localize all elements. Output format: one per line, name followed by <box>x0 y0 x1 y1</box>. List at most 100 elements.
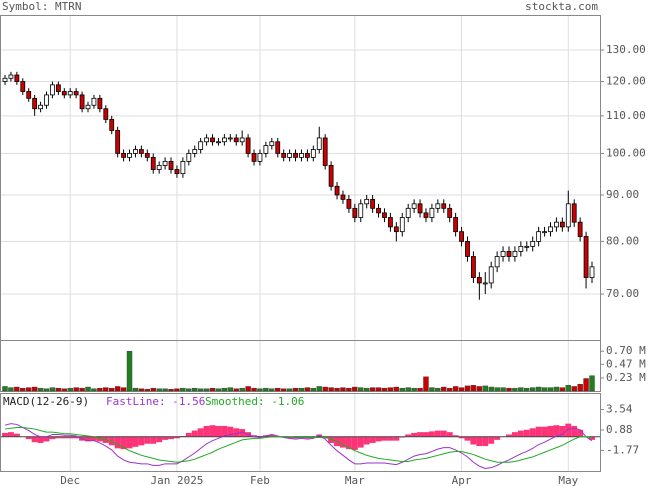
macd-histogram-bar <box>458 436 465 439</box>
volume-bar <box>61 388 67 392</box>
macd-histogram-bar <box>541 426 548 437</box>
x-tick-label: May <box>558 474 578 486</box>
volume-bar <box>162 388 168 392</box>
candle-body <box>257 153 263 162</box>
candle-body <box>388 217 393 228</box>
candle-body <box>554 221 559 228</box>
candle-body <box>180 160 186 175</box>
x-tick-label: Feb <box>250 474 270 486</box>
macd-histogram-bar <box>49 436 56 440</box>
volume-panel <box>0 340 601 392</box>
macd-line <box>4 427 593 463</box>
volume-bar <box>233 388 239 392</box>
candle-body <box>32 97 38 110</box>
candle-body <box>245 137 251 154</box>
volume-bar <box>168 389 174 392</box>
candle-body <box>210 137 215 143</box>
candle-body <box>494 256 500 268</box>
macd-histogram-bar <box>221 425 228 437</box>
macd-histogram-bar <box>440 430 447 437</box>
candle-body <box>399 217 405 233</box>
macd-histogram-bar <box>363 436 370 445</box>
candle-body <box>571 203 577 223</box>
volume-bar <box>73 387 79 392</box>
smoothed-legend: Smoothed: -1.06 <box>205 395 304 408</box>
candle-body <box>340 194 346 200</box>
volume-bar <box>239 387 245 392</box>
volume-bar <box>358 387 364 392</box>
volume-bar <box>393 386 400 392</box>
candle-body <box>500 250 506 257</box>
macd-histogram-bar <box>156 436 163 443</box>
candle-body <box>530 241 536 247</box>
macd-histogram-bar <box>464 436 471 441</box>
volume-bar <box>156 388 162 392</box>
macd-histogram-bar <box>494 436 501 440</box>
volume-bar <box>150 387 156 392</box>
volume-bar <box>174 388 180 392</box>
volume-bar <box>292 387 299 392</box>
macd-histogram-bar <box>162 436 169 440</box>
macd-histogram-bar <box>523 429 530 437</box>
y-tick-label: 120.00 <box>606 75 646 88</box>
candle-body <box>227 137 233 140</box>
volume-bar <box>559 387 566 392</box>
symbol-label: Symbol: MTRN <box>2 0 81 13</box>
candle-body <box>328 165 334 187</box>
volume-bar <box>577 383 583 392</box>
macd-histogram-bar <box>227 426 234 437</box>
macd-histogram-bar <box>340 436 346 448</box>
volume-bar <box>286 388 293 392</box>
candle-body <box>174 169 180 175</box>
candle-body <box>221 137 227 143</box>
candle-body <box>536 231 542 242</box>
volume-bar <box>334 387 340 392</box>
volume-bar <box>452 386 459 392</box>
volume-bar <box>114 386 121 392</box>
macd-histogram-bar <box>43 436 50 442</box>
macd-histogram-bar <box>517 430 524 437</box>
volume-bar <box>215 388 222 392</box>
volume-bar <box>411 387 417 392</box>
y-tick-label: 90.00 <box>606 188 639 201</box>
volume-bar <box>565 385 571 392</box>
candle-body <box>471 256 476 278</box>
macd-histogram-bar <box>488 436 495 444</box>
candle-body <box>334 185 340 196</box>
candle-body <box>548 226 553 233</box>
candle-body <box>55 84 61 92</box>
y-tick-label: 0.70 M <box>606 344 646 357</box>
candle-body <box>506 250 512 257</box>
volume-bar <box>203 388 210 392</box>
candle-body <box>198 141 204 150</box>
candle-body <box>465 241 470 257</box>
volume-bar <box>429 387 435 392</box>
candle-body <box>589 266 595 278</box>
candle-body <box>121 153 126 158</box>
y-tick-label: -1.77 <box>606 443 639 456</box>
candle-body <box>417 203 423 214</box>
fastline-legend: FastLine: -1.56 <box>106 395 205 408</box>
candle-body <box>542 231 547 234</box>
macd-histogram-bar <box>203 425 210 437</box>
macd-histogram-bar <box>423 432 429 437</box>
macd-histogram-bar <box>251 435 257 437</box>
candle-body <box>156 165 162 170</box>
volume-bar <box>304 387 311 392</box>
volume-bar <box>132 387 139 392</box>
candle-body <box>109 119 115 131</box>
candle-body <box>115 130 121 154</box>
macd-histogram-bar <box>529 428 536 437</box>
candle-body <box>583 236 589 278</box>
candle-body <box>263 145 269 154</box>
candle-body <box>85 104 91 110</box>
volume-bar <box>476 386 483 392</box>
candle-body <box>162 160 168 166</box>
candle-body <box>565 203 571 228</box>
macd-title: MACD(12-26-9) <box>3 395 89 408</box>
candle-body <box>144 153 150 158</box>
candle-body <box>38 104 43 110</box>
volume-bar <box>417 387 423 392</box>
candle-body <box>447 207 453 218</box>
candle-body <box>79 94 85 110</box>
